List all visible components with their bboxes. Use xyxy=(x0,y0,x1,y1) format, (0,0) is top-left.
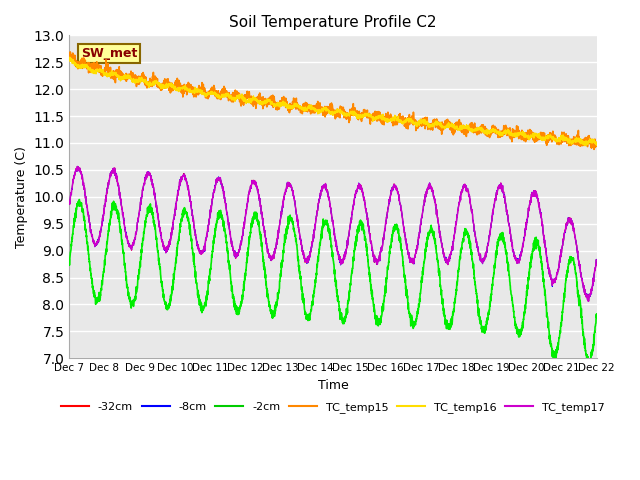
Y-axis label: Temperature (C): Temperature (C) xyxy=(15,146,28,248)
X-axis label: Time: Time xyxy=(317,379,348,392)
Legend: -32cm, -8cm, -2cm, TC_temp15, TC_temp16, TC_temp17: -32cm, -8cm, -2cm, TC_temp15, TC_temp16,… xyxy=(56,397,609,417)
Title: Soil Temperature Profile C2: Soil Temperature Profile C2 xyxy=(229,15,436,30)
Text: SW_met: SW_met xyxy=(81,47,137,60)
